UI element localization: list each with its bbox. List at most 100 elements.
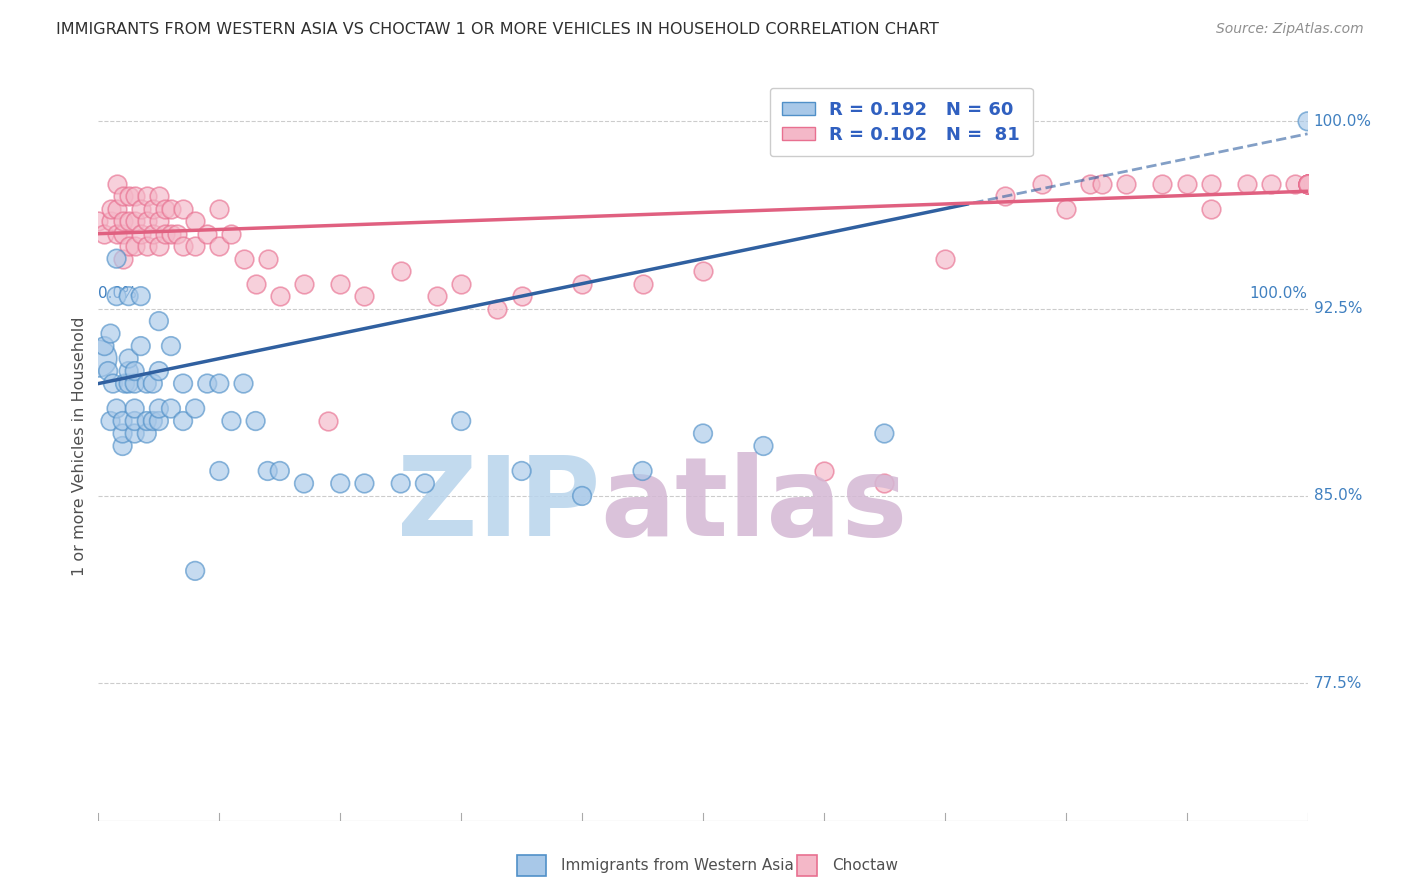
Point — [105, 227, 128, 241]
Point — [208, 464, 231, 478]
Point — [124, 401, 146, 416]
Point — [111, 227, 134, 241]
Point — [111, 252, 134, 266]
Point — [232, 252, 254, 266]
Point — [97, 364, 120, 378]
Point — [208, 376, 231, 391]
Point — [269, 464, 291, 478]
Point — [426, 289, 449, 303]
Point — [172, 414, 194, 428]
Point — [148, 364, 170, 378]
Point — [160, 339, 183, 353]
Point — [135, 239, 157, 253]
Point — [105, 177, 128, 191]
Point — [93, 339, 115, 353]
Point — [118, 239, 141, 253]
Point — [135, 426, 157, 441]
Point — [148, 401, 170, 416]
Point — [208, 202, 231, 216]
Point — [160, 202, 183, 216]
Text: Source: ZipAtlas.com: Source: ZipAtlas.com — [1216, 22, 1364, 37]
Point — [111, 214, 134, 228]
Point — [873, 426, 896, 441]
Point — [571, 277, 593, 291]
Point — [142, 376, 165, 391]
Point — [245, 277, 267, 291]
Point — [172, 239, 194, 253]
Point — [1296, 177, 1319, 191]
Point — [118, 214, 141, 228]
Point — [221, 227, 243, 241]
Point — [752, 439, 775, 453]
Point — [118, 289, 141, 303]
Point — [1115, 177, 1137, 191]
Point — [105, 202, 128, 216]
Point — [1296, 177, 1319, 191]
Point — [129, 202, 152, 216]
Point — [184, 239, 207, 253]
Point — [111, 414, 134, 428]
Point — [135, 414, 157, 428]
Point — [124, 414, 146, 428]
Point — [195, 376, 218, 391]
Point — [316, 414, 339, 428]
Point — [129, 227, 152, 241]
Text: IMMIGRANTS FROM WESTERN ASIA VS CHOCTAW 1 OR MORE VEHICLES IN HOUSEHOLD CORRELAT: IMMIGRANTS FROM WESTERN ASIA VS CHOCTAW … — [56, 22, 939, 37]
Point — [135, 214, 157, 228]
Text: 100.0%: 100.0% — [1313, 114, 1372, 128]
Point — [1296, 177, 1319, 191]
Point — [1054, 202, 1077, 216]
Point — [1091, 177, 1114, 191]
Point — [1296, 177, 1319, 191]
Point — [256, 252, 278, 266]
Point — [148, 414, 170, 428]
Point — [153, 202, 176, 216]
Text: 0.0%: 0.0% — [98, 285, 138, 301]
Point — [571, 489, 593, 503]
Text: atlas: atlas — [600, 452, 908, 559]
Point — [124, 214, 146, 228]
Point — [994, 189, 1017, 203]
Point — [172, 376, 194, 391]
Point — [105, 401, 128, 416]
Point — [142, 202, 165, 216]
Point — [100, 214, 122, 228]
Point — [142, 227, 165, 241]
Point — [232, 376, 254, 391]
Point — [1236, 177, 1258, 191]
Point — [631, 464, 654, 478]
Point — [873, 476, 896, 491]
Point — [101, 376, 124, 391]
Point — [1296, 177, 1319, 191]
Point — [93, 227, 115, 241]
Point — [1031, 177, 1053, 191]
Point — [184, 401, 207, 416]
Point — [129, 339, 152, 353]
Point — [221, 414, 243, 428]
Point — [245, 414, 267, 428]
Point — [292, 277, 315, 291]
Point — [413, 476, 436, 491]
Point — [1284, 177, 1306, 191]
Text: Immigrants from Western Asia: Immigrants from Western Asia — [561, 858, 794, 872]
Point — [813, 464, 835, 478]
Point — [100, 326, 122, 341]
Point — [118, 351, 141, 366]
Point — [166, 227, 188, 241]
Point — [105, 252, 128, 266]
Point — [111, 439, 134, 453]
Text: ZIP: ZIP — [396, 452, 600, 559]
Point — [124, 376, 146, 391]
Point — [208, 239, 231, 253]
Point — [105, 289, 128, 303]
Point — [160, 401, 183, 416]
Point — [934, 252, 956, 266]
Point — [148, 189, 170, 203]
Point — [1296, 114, 1319, 128]
Point — [353, 476, 375, 491]
Point — [111, 426, 134, 441]
Point — [184, 214, 207, 228]
Point — [1152, 177, 1174, 191]
Point — [353, 289, 375, 303]
Point — [1296, 177, 1319, 191]
